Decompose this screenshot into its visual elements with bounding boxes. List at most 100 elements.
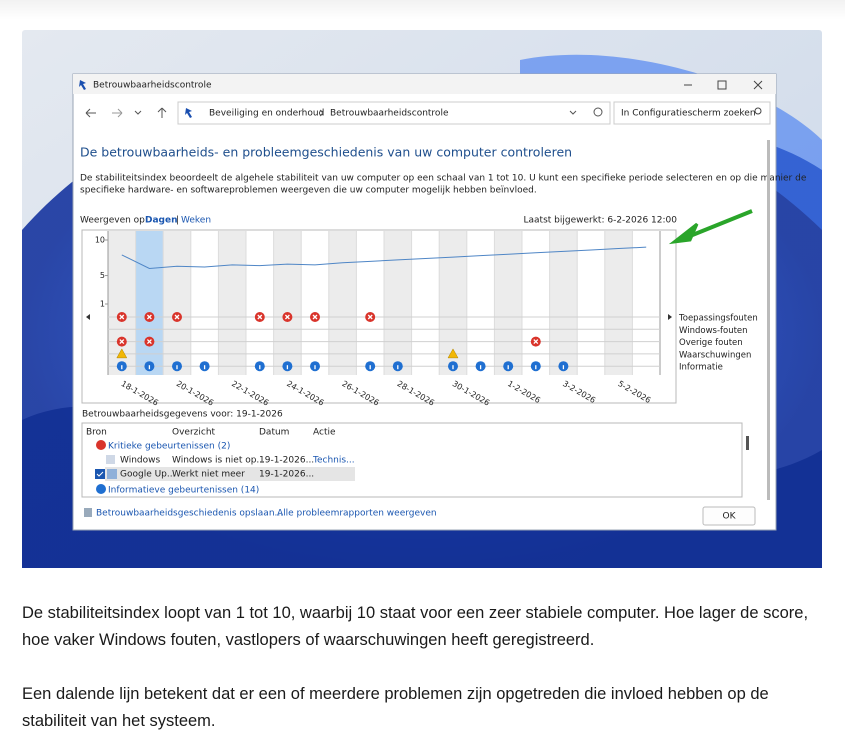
source[interactable]: Windows bbox=[120, 456, 160, 466]
annotation-arrowhead bbox=[668, 222, 699, 245]
details-title: Betrouwbaarheidsgegevens voor: 19-1-2026 bbox=[82, 410, 283, 420]
error-cross bbox=[367, 314, 373, 320]
description: De stabiliteitsindex beoordeelt de algeh… bbox=[80, 174, 807, 184]
error-cross bbox=[146, 339, 152, 345]
column-header[interactable]: Datum bbox=[259, 428, 289, 438]
column-header[interactable]: Overzicht bbox=[172, 428, 216, 438]
info-icon bbox=[199, 361, 210, 372]
header-shadow bbox=[0, 0, 845, 20]
info-icon bbox=[530, 361, 541, 372]
save-icon bbox=[84, 508, 92, 517]
window-scrollbar[interactable] bbox=[767, 140, 770, 500]
selected-column bbox=[135, 231, 164, 375]
warning-triangle bbox=[116, 348, 128, 359]
source[interactable]: Google Up... bbox=[120, 470, 175, 480]
error-cross bbox=[257, 314, 263, 320]
info-icon bbox=[96, 484, 106, 494]
info-icon bbox=[503, 361, 514, 372]
back-button[interactable] bbox=[85, 108, 96, 118]
location-icon bbox=[185, 108, 192, 118]
info-icon bbox=[558, 361, 569, 372]
description: specifieke hardware- en softwareprobleme… bbox=[80, 186, 537, 196]
search-icon bbox=[754, 107, 762, 115]
column-stripe bbox=[384, 231, 412, 375]
refresh-button[interactable] bbox=[593, 107, 603, 117]
up-button[interactable] bbox=[157, 107, 167, 118]
breadcrumb-separator bbox=[319, 109, 324, 117]
error-icon bbox=[144, 336, 155, 347]
error-icon bbox=[116, 336, 127, 347]
info-icon bbox=[144, 361, 155, 372]
annotation-arrow bbox=[689, 209, 753, 238]
ok-button[interactable] bbox=[702, 506, 756, 526]
close[interactable] bbox=[753, 80, 763, 90]
error-icon bbox=[254, 312, 265, 322]
warning-triangle bbox=[447, 348, 459, 359]
error-icon bbox=[96, 440, 106, 450]
date[interactable]: 19-1-2026... bbox=[259, 456, 314, 466]
search-box[interactable] bbox=[613, 101, 771, 125]
row-label: Overige fouten bbox=[679, 338, 743, 348]
scroll-left bbox=[86, 314, 90, 320]
column-stripe bbox=[218, 231, 246, 375]
screenshot: Betrouwbaarheidscontrole Beveiliging en … bbox=[22, 30, 822, 568]
error-cross bbox=[119, 339, 125, 345]
y-tick-label: 1 bbox=[100, 300, 105, 309]
view-option[interactable]: Weken bbox=[181, 216, 211, 226]
row-label: Windows-fouten bbox=[679, 326, 748, 336]
error-icon bbox=[530, 336, 541, 347]
error-icon bbox=[365, 312, 376, 322]
info-icon bbox=[172, 361, 182, 372]
footer-link[interactable]: Betrouwbaarheidsgeschiedenis opslaan... bbox=[96, 509, 283, 519]
info-icon bbox=[310, 361, 320, 372]
app-icon bbox=[106, 455, 115, 464]
row-label: Toepassingsfouten bbox=[678, 314, 758, 324]
row-selection bbox=[105, 467, 355, 481]
forward-button[interactable] bbox=[112, 108, 123, 118]
separator: | bbox=[176, 216, 179, 226]
checkbox[interactable] bbox=[95, 469, 105, 479]
view-label: Weergeven op: bbox=[80, 216, 148, 226]
stability-line bbox=[121, 246, 647, 269]
action-link[interactable]: Technis... bbox=[312, 456, 355, 466]
column-stripe bbox=[604, 231, 633, 375]
error-cross bbox=[312, 314, 318, 320]
paragraph: De stabiliteitsindex loopt van 1 tot 10,… bbox=[22, 604, 809, 649]
paragraph: Een dalende lijn betekent dat er een of … bbox=[22, 685, 769, 730]
window-title: Betrouwbaarheidscontrole bbox=[93, 81, 212, 91]
breadcrumb[interactable]: Beveiliging en onderhoud bbox=[209, 109, 324, 119]
error-cross bbox=[284, 314, 290, 320]
error-cross bbox=[119, 314, 125, 320]
summary[interactable]: Werkt niet meer bbox=[172, 470, 245, 480]
group-header[interactable]: Kritieke gebeurtenissen (2) bbox=[108, 442, 230, 452]
ok-label[interactable]: OK bbox=[723, 512, 737, 522]
row-label: Informatie bbox=[679, 363, 723, 373]
checkmark bbox=[96, 471, 104, 477]
view-option[interactable]: Dagen bbox=[145, 216, 178, 226]
last-updated: Laatst bijgewerkt: 6-2-2026 12:00 bbox=[524, 216, 678, 226]
breadcrumb[interactable]: Betrouwbaarheidscontrole bbox=[330, 109, 449, 119]
address-bar[interactable] bbox=[177, 101, 611, 125]
date[interactable]: 19-1-2026... bbox=[259, 470, 314, 480]
column-header[interactable]: Bron bbox=[86, 428, 107, 438]
column-stripe bbox=[328, 231, 357, 375]
maximize[interactable] bbox=[717, 80, 727, 90]
footer-link[interactable]: Alle probleemrapporten weergeven bbox=[277, 509, 437, 519]
column-stripe bbox=[163, 231, 191, 375]
error-cross bbox=[146, 314, 152, 320]
info-icon bbox=[392, 361, 403, 372]
error-icon bbox=[282, 312, 293, 322]
title-bar bbox=[73, 74, 776, 94]
history-button[interactable] bbox=[134, 110, 142, 115]
error-icon bbox=[310, 312, 320, 322]
group-header[interactable]: Informatieve gebeurtenissen (14) bbox=[108, 486, 259, 496]
error-icon bbox=[144, 312, 155, 322]
app-icon bbox=[107, 469, 117, 479]
column-header[interactable]: Actie bbox=[313, 428, 336, 438]
summary[interactable]: Windows is niet op... bbox=[172, 456, 265, 466]
dropdown[interactable] bbox=[569, 110, 577, 115]
error-icon bbox=[172, 312, 182, 322]
scrollbar[interactable] bbox=[746, 436, 749, 450]
warning-icon bbox=[447, 348, 459, 359]
